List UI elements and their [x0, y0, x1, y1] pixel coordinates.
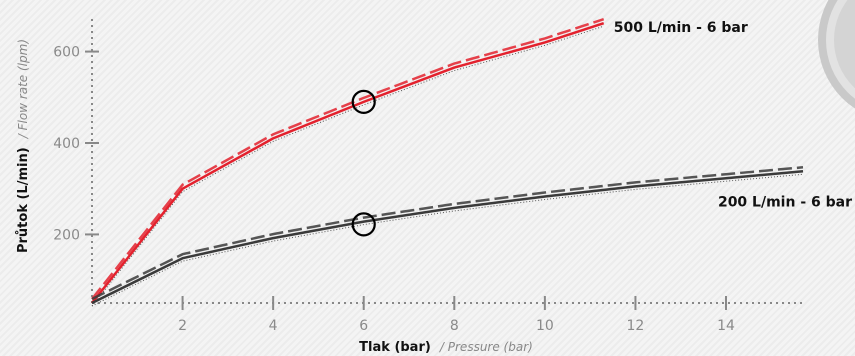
series-layer: 500 L/min - 6 bar 200 L/min - 6 bar	[91, 18, 852, 307]
series-label: 500 L/min - 6 bar	[614, 20, 748, 36]
y-tick-label: 600	[53, 45, 80, 61]
y-axis-title-main: Průtok (L/min)	[16, 147, 31, 253]
x-axis-title-main: Tlak (bar)	[359, 340, 431, 355]
series-line-dotted	[91, 25, 604, 307]
axes: 2 4 6 8 10 12 14 200 400 600	[53, 15, 803, 334]
x-tick-label: 12	[627, 318, 645, 334]
y-tick-label: 400	[53, 136, 80, 152]
y-tick-label: 200	[53, 227, 80, 243]
x-axis-title-text: Tlak (bar) / Pressure (bar)	[359, 336, 533, 355]
x-axis-title-sub: / Pressure (bar)	[439, 340, 533, 354]
x-tick-label: 2	[178, 318, 187, 334]
series-line	[91, 170, 804, 305]
series-0: 500 L/min - 6 bar	[91, 18, 748, 307]
product-image	[818, 0, 855, 109]
x-tick-label: 10	[536, 318, 554, 334]
x-axis-title: Tlak (bar) / Pressure (bar)	[359, 336, 533, 355]
series-line-dashed	[91, 18, 605, 300]
series-line-dotted	[91, 173, 804, 307]
x-tick-label: 14	[717, 318, 735, 334]
series-line	[91, 22, 605, 304]
x-tick-label: 8	[450, 318, 459, 334]
series-line-dashed	[91, 166, 804, 301]
series-label: 200 L/min - 6 bar	[718, 194, 852, 210]
y-axis-title: Průtok (L/min) / Flow rate (lpm)	[12, 39, 31, 253]
operating-point-marker	[351, 212, 376, 237]
x-tick-label: 6	[359, 318, 368, 334]
x-tick-label: 4	[269, 318, 278, 334]
y-axis-title-sub: / Flow rate (lpm)	[16, 39, 30, 139]
operating-point-marker	[351, 89, 376, 114]
series-1: 200 L/min - 6 bar	[91, 166, 852, 307]
y-axis-title-text: Průtok (L/min) / Flow rate (lpm)	[12, 39, 31, 253]
